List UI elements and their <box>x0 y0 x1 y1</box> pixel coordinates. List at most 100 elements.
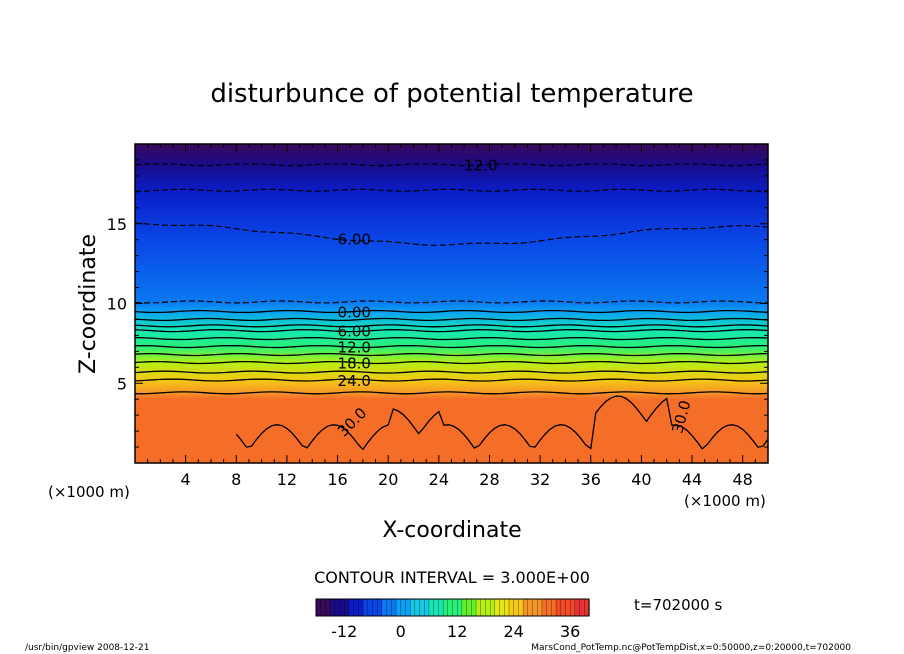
x-unit-left: (×1000 m) <box>48 483 130 501</box>
colorbar-cell <box>329 598 336 617</box>
footer-left: /usr/bin/gpview 2008-12-21 <box>25 643 149 653</box>
contour-line <box>135 222 768 246</box>
contour-line <box>135 188 768 192</box>
colorbar-cell <box>461 598 468 617</box>
colorbar-cell <box>344 598 350 617</box>
colorbar-cell <box>353 598 360 617</box>
contour-line <box>135 317 768 322</box>
colorbar-cell <box>320 598 327 617</box>
contour-line <box>135 344 768 349</box>
x-tick-label: 48 <box>733 470 753 489</box>
contour-interval-text: CONTOUR INTERVAL = 3.000E+00 <box>314 568 590 587</box>
contour-line <box>135 370 768 374</box>
colorbar-cell <box>419 598 425 617</box>
colorbar-cell <box>466 598 472 617</box>
contour-line <box>135 360 768 365</box>
contour-line <box>135 391 768 395</box>
x-tick-label: 44 <box>682 470 702 489</box>
colorbar-tick-label: 24 <box>504 622 524 641</box>
colorbar-cell <box>362 598 369 617</box>
y-tick-label: 5 <box>117 374 127 393</box>
footer-right: MarsCond_PotTemp.nc@PotTempDist,x=0:5000… <box>531 643 851 653</box>
colorbar-cell <box>485 598 491 617</box>
x-axis: 4 8 12 16 20 24 28 32 36 40 44 48 <box>147 144 756 489</box>
colorbar-cell <box>541 598 548 617</box>
colorbar-cell <box>348 598 355 617</box>
colorbar-cell <box>409 598 416 617</box>
colorbar-cell <box>565 598 571 617</box>
y-axis: 5 10 15 <box>107 159 768 448</box>
colorbar-cell <box>358 598 364 617</box>
colorbar-cell <box>475 598 482 617</box>
contour-label: 0.00 <box>338 303 371 321</box>
colorbar-cell <box>532 598 538 617</box>
colorbar-cell <box>400 598 407 617</box>
x-tick-label: 4 <box>181 470 191 489</box>
colorbar-cell <box>452 598 458 617</box>
colorbar-cell <box>442 598 449 617</box>
y-axis-label: Z-coordinate <box>76 234 101 374</box>
colorbar-cell <box>513 598 520 617</box>
colorbar-cell <box>339 598 345 617</box>
colorbar-tick-label: 0 <box>396 622 406 641</box>
colorbar-tick-label: -12 <box>331 622 357 641</box>
contour-label: 6.00 <box>338 231 371 249</box>
time-label: t=702000 s <box>634 596 722 614</box>
colorbar-cell <box>546 598 552 617</box>
temperature-field <box>135 144 768 463</box>
contour-label: 6.00 <box>338 323 371 341</box>
colorbar-cell <box>457 598 463 617</box>
x-tick-label: 40 <box>631 470 651 489</box>
colorbar-cell <box>438 598 444 617</box>
colorbar-cell <box>334 598 341 617</box>
colorbar-cell <box>551 598 557 617</box>
contour-line <box>135 300 768 304</box>
colorbar-cell <box>367 598 374 617</box>
x-tick-label: 36 <box>581 470 601 489</box>
contour-line <box>135 352 768 357</box>
colorbar-cell <box>372 598 378 617</box>
colorbar-cell <box>499 598 505 617</box>
colorbar-cell <box>490 598 496 617</box>
colorbar-cell <box>386 598 392 617</box>
colorbar-cell <box>424 598 430 617</box>
colorbar-cell <box>395 598 402 617</box>
x-tick-label: 8 <box>231 470 241 489</box>
contour-line <box>135 336 768 341</box>
colorbar-cell <box>570 598 576 617</box>
x-tick-label: 32 <box>530 470 550 489</box>
colorbar-cell <box>560 598 567 617</box>
colorbar-cell <box>480 598 487 617</box>
colorbar-cell <box>471 598 477 617</box>
colorbar-cell <box>433 598 440 617</box>
contour-line <box>135 324 768 328</box>
chart-title: disturbunce of potential temperature <box>210 79 693 109</box>
colorbar-tick-label: 12 <box>447 622 467 641</box>
x-tick-label: 28 <box>479 470 499 489</box>
contour-line <box>135 309 768 314</box>
colorbar-frame <box>315 598 590 617</box>
x-unit-right: (×1000 m) <box>684 492 766 510</box>
colorbar-cell <box>414 598 421 617</box>
contour-label: 12.0 <box>338 339 371 357</box>
colorbar-cell <box>518 598 524 617</box>
x-axis-label: X-coordinate <box>382 518 521 543</box>
colorbar-cell <box>377 598 383 617</box>
contour-line-surface <box>235 395 768 451</box>
colorbar-cell <box>494 598 501 617</box>
x-tick-label: 20 <box>378 470 398 489</box>
colorbar-cell <box>405 598 411 617</box>
x-tick-label: 24 <box>429 470 449 489</box>
colorbar-cell <box>527 598 534 617</box>
colorbar: -12 0 12 24 36 <box>315 598 590 641</box>
colorbar-cell <box>325 598 331 617</box>
colorbar-cell <box>574 598 581 617</box>
contour-line <box>135 163 768 167</box>
y-tick-label: 10 <box>107 295 127 314</box>
contour-line <box>135 378 768 382</box>
contour-label: 24.0 <box>338 372 371 390</box>
colorbar-cell <box>428 598 435 617</box>
y-tick-label: 15 <box>107 215 127 234</box>
